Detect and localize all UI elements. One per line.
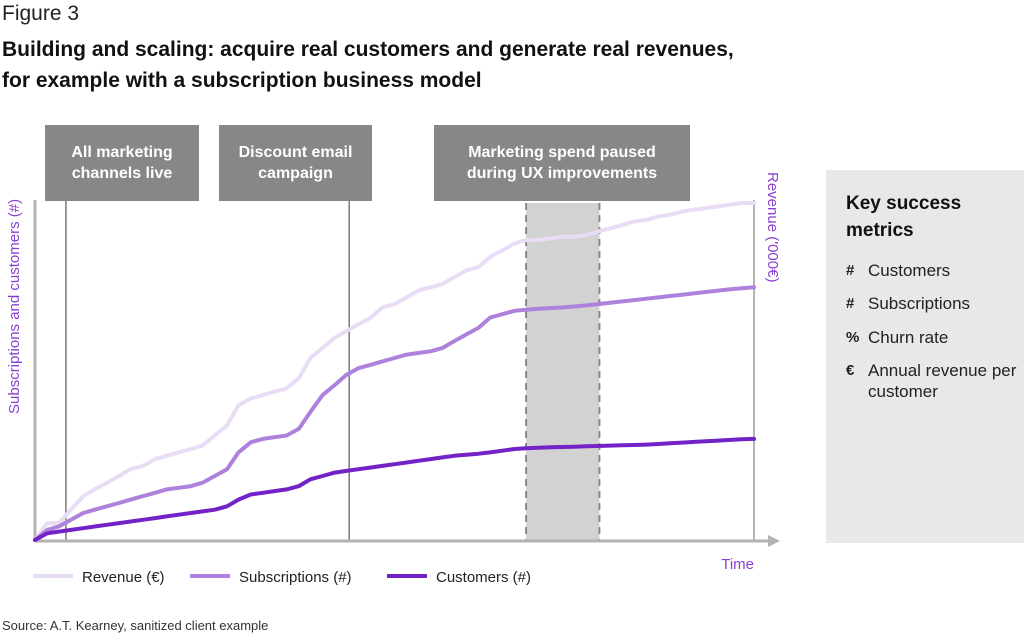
metric-label: Subscriptions [868,294,971,313]
key-success-metrics-panel: Key success metrics # Customers # Subscr… [826,170,1024,543]
annotation-box-3: Marketing spend paused during UX improvem… [434,125,690,201]
annotation-box-2: Discount email campaign [219,125,372,201]
chart-title-line-1: Building and scaling: acquire real custo… [2,38,734,61]
annotation-box-bg [434,125,690,201]
annotation-box-bg [219,125,372,201]
annotation-text: during UX improvements [467,165,657,182]
series-line-3 [33,436,756,542]
legend-item-1: Revenue (€) [33,569,165,586]
legend-label: Subscriptions (#) [239,569,352,586]
annotation-box-1: All marketing channels live [45,125,199,201]
y-axis-label-left: Subscriptions and customers (#) [6,199,23,414]
y-axis-label-right: Revenue ('000€) [764,172,781,282]
annotation-text: channels live [72,165,173,182]
legend-label: Revenue (€) [82,569,165,586]
annotation-text: Marketing spend paused [468,144,656,161]
legend-label: Customers (#) [436,569,531,586]
legend-item-3: Customers (#) [387,569,531,586]
metric-symbol: € [846,362,855,379]
annotation-text: All marketing [71,144,172,161]
annotation-text: campaign [258,165,333,182]
metric-label: Churn rate [868,328,949,347]
metric-symbol: % [846,329,860,346]
metric-symbol: # [846,262,855,279]
metric-label: Customers [868,261,951,280]
chart-title-line-2: for example with a subscription business… [2,69,482,92]
metrics-title: Key success metrics [846,193,962,241]
series-line-1 [33,201,756,542]
annotation-box-bg [45,125,199,201]
paused-band [526,203,600,540]
chart-title: Building and scaling: acquire real custo… [2,34,902,96]
metric-symbol: # [846,295,855,312]
x-axis-arrow [768,535,780,547]
x-axis-label: Time [721,556,754,573]
annotation-text: Discount email [239,144,353,161]
metric-label: Annual revenue per customer [868,361,1017,401]
series-line-2 [33,285,756,542]
source-note: Source: A.T. Kearney, sanitized client e… [2,618,269,633]
legend-item-2: Subscriptions (#) [190,569,352,586]
figure-label: Figure 3 [2,2,80,25]
